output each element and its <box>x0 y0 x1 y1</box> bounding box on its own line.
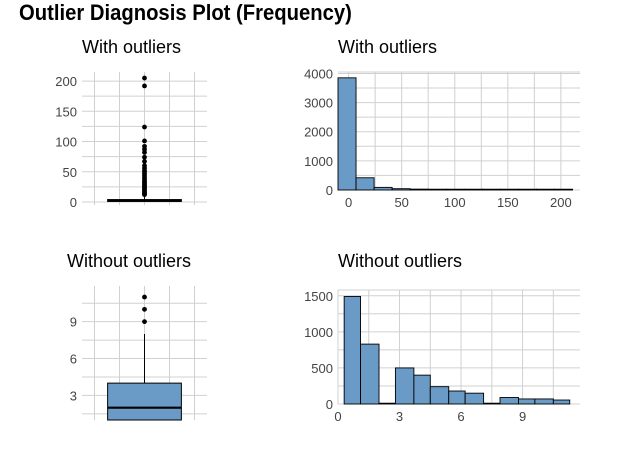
y-tick-label: 1500 <box>304 289 333 304</box>
box-iqr <box>107 382 182 421</box>
histogram-bar <box>394 367 415 405</box>
x-tick-label: 0 <box>345 195 352 210</box>
y-tick-label: 0 <box>326 183 333 198</box>
x-tick-label: 3 <box>396 409 403 424</box>
panel-title-bottom-right: Without outliers <box>338 251 462 271</box>
histogram-bar <box>373 186 393 191</box>
y-tick-label: 50 <box>63 165 77 180</box>
outlier-point <box>142 124 147 130</box>
y-tick-label: 3 <box>70 388 77 403</box>
outlier-point <box>142 294 147 300</box>
histogram-bar <box>409 188 429 191</box>
histogram-bar <box>499 397 519 405</box>
histogram-bar <box>463 188 483 191</box>
x-tick-label: 0 <box>334 409 341 424</box>
histogram-bar <box>445 188 465 191</box>
histogram-bar <box>429 386 450 405</box>
y-tick-label: 0 <box>326 397 333 412</box>
panel-title-bottom-left: Without outliers <box>67 251 191 271</box>
histogram-bar <box>360 343 380 405</box>
y-tick-label: 6 <box>70 352 77 367</box>
y-tick-label: 9 <box>70 315 77 330</box>
panel-title-top-left: With outliers <box>82 37 181 57</box>
chart-title: Outlier Diagnosis Plot (Frequency) <box>19 0 352 25</box>
histogram-bar <box>481 188 501 191</box>
histogram-bar <box>355 177 375 191</box>
x-tick-label: 6 <box>457 409 464 424</box>
histogram-bar <box>554 188 574 191</box>
histogram-bar <box>552 399 571 405</box>
y-tick-label: 2000 <box>304 125 333 140</box>
outlier-point <box>142 306 147 312</box>
outlier-point <box>142 138 147 144</box>
histogram-bar <box>518 398 536 405</box>
histogram-bar <box>534 398 554 405</box>
x-tick-label: 150 <box>497 195 519 210</box>
histogram-bar <box>427 188 447 191</box>
outlier-point <box>142 83 147 89</box>
y-tick-label: 200 <box>55 74 77 89</box>
y-tick-label: 100 <box>55 135 77 150</box>
y-tick-label: 4000 <box>304 66 333 81</box>
outlier-point <box>142 154 147 160</box>
histogram-bar <box>448 390 466 405</box>
histogram-bar <box>378 402 396 405</box>
x-tick-label: 200 <box>550 195 572 210</box>
outlier-point <box>142 319 147 325</box>
histogram-bar <box>391 188 411 191</box>
histogram-bar <box>464 392 485 405</box>
x-tick-label: 9 <box>519 409 526 424</box>
x-tick-label: 100 <box>444 195 466 210</box>
histogram-bar <box>337 77 357 191</box>
histogram-bar <box>536 188 555 191</box>
y-tick-label: 1000 <box>304 325 333 340</box>
outlier-point <box>142 150 147 155</box>
y-tick-label: 500 <box>311 361 333 376</box>
histogram-bar <box>517 188 537 191</box>
outlier-point <box>142 192 147 198</box>
y-tick-label: 3000 <box>304 96 333 111</box>
histogram-bar <box>413 374 431 405</box>
histogram-bar <box>499 188 519 191</box>
outlier-point <box>142 159 147 164</box>
outlier-point <box>142 75 147 81</box>
y-tick-label: 150 <box>55 104 77 119</box>
y-tick-label: 0 <box>70 195 77 210</box>
y-tick-label: 1000 <box>304 154 333 169</box>
histogram-bar <box>483 402 501 405</box>
histogram-bar <box>343 296 362 405</box>
panel-title-top-right: With outliers <box>338 37 437 57</box>
x-tick-label: 50 <box>394 195 408 210</box>
